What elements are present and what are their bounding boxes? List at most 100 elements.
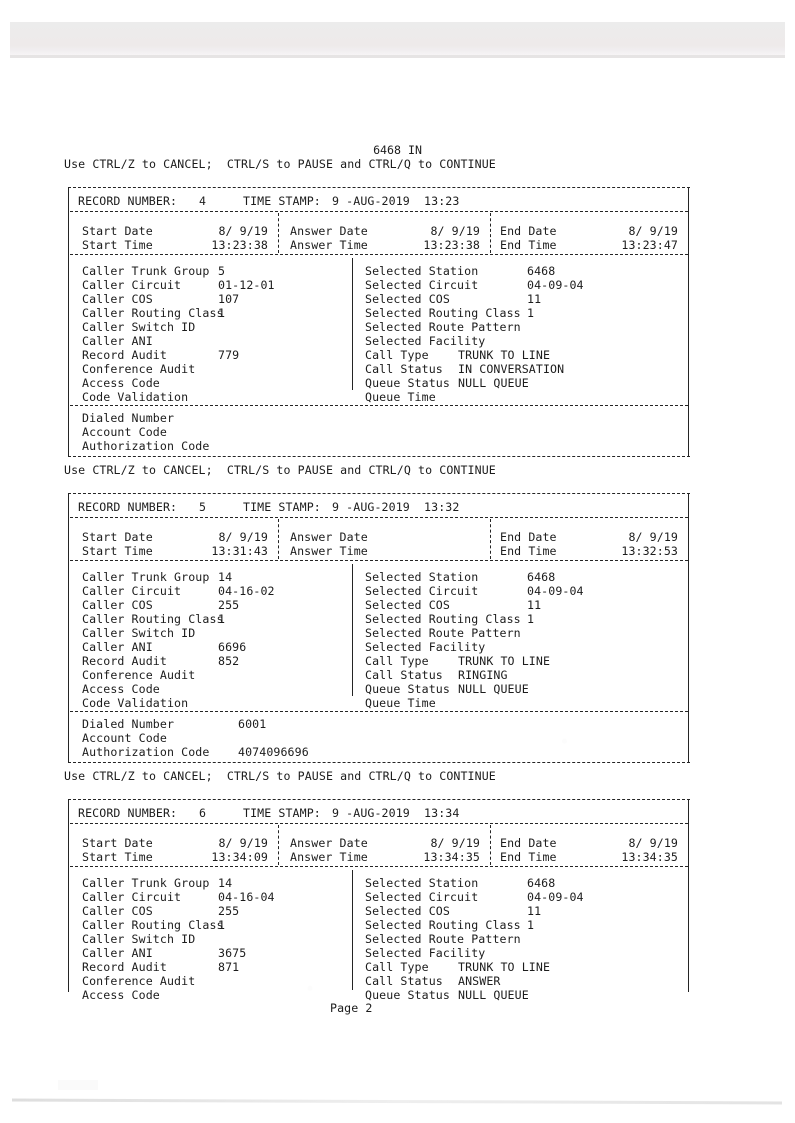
selected-cos-value: 11: [527, 904, 542, 918]
call-type-value: TRUNK TO LINE: [458, 348, 551, 362]
answer-time-value: 13:23:38: [423, 238, 480, 252]
caller-circuit-label: Caller Circuit: [82, 278, 182, 292]
record-top-rule: [68, 799, 690, 800]
start-date-label: Start Date: [82, 836, 153, 850]
datetime-divider-1: [278, 213, 279, 253]
caller-routing-class-label: Caller Routing Class: [82, 918, 224, 932]
datetime-divider-2: [490, 825, 491, 865]
caller-routing-class-label: Caller Routing Class: [82, 306, 224, 320]
start-time-label: Start Time: [82, 544, 153, 558]
record-audit-value: 852: [218, 654, 240, 668]
caller-trunk-group-value: 14: [218, 876, 233, 890]
prompt-line-2: Use CTRL/Z to CANCEL; CTRL/S to PAUSE an…: [64, 463, 496, 477]
record-audit-label: Record Audit: [82, 654, 167, 668]
caller-routing-class-value: 1: [218, 306, 226, 320]
selected-circuit-value: 04-09-04: [527, 890, 584, 904]
caller-cos-value: 255: [218, 904, 240, 918]
caller-circuit-label: Caller Circuit: [82, 584, 182, 598]
queue-status-value: NULL QUEUE: [458, 376, 529, 390]
selected-routing-class-label: Selected Routing Class: [365, 918, 521, 932]
prompt-line-3: Use CTRL/Z to CANCEL; CTRL/S to PAUSE an…: [64, 769, 496, 783]
selected-routing-class-value: 1: [527, 918, 535, 932]
record-rule-after-datetime: [70, 254, 688, 255]
datetime-divider-1: [278, 825, 279, 865]
caller-ani-label: Caller ANI: [82, 334, 153, 348]
selected-circuit-label: Selected Circuit: [365, 890, 479, 904]
answer-date-label: Answer Date: [290, 224, 368, 238]
start-date-label: Start Date: [82, 530, 153, 544]
call-status-value: IN CONVERSATION: [458, 362, 565, 376]
start-date-value: 8/ 9/19: [218, 836, 268, 850]
selected-route-pattern-label: Selected Route Pattern: [365, 932, 521, 946]
selected-routing-class-label: Selected Routing Class: [365, 612, 521, 626]
caller-trunk-group-value: 14: [218, 570, 233, 584]
selected-facility-label: Selected Facility: [365, 334, 486, 348]
datetime-divider-2: [490, 213, 491, 253]
selected-cos-value: 11: [527, 598, 542, 612]
call-status-label: Call Status: [365, 974, 443, 988]
record-rule-before-dialed: [70, 711, 688, 712]
queue-status-label: Queue Status: [365, 682, 450, 696]
page-footer: Page 2: [330, 1001, 373, 1015]
record-rule-after-datetime: [70, 560, 688, 561]
call-type-value: TRUNK TO LINE: [458, 654, 551, 668]
record-audit-value: 871: [218, 960, 240, 974]
access-code-label: Access Code: [82, 988, 160, 1002]
call-type-label: Call Type: [365, 960, 429, 974]
caller-ani-value: 6696: [218, 640, 247, 654]
end-time-label: End Time: [500, 238, 557, 252]
time-stamp-label: TIME STAMP:: [243, 500, 321, 514]
record-number-label: RECORD NUMBER:: [78, 806, 178, 820]
start-time-label: Start Time: [82, 850, 153, 864]
time-stamp-value: 9 -AUG-2019 13:34: [332, 806, 460, 820]
selected-circuit-label: Selected Circuit: [365, 278, 479, 292]
record-left-border: [68, 493, 69, 763]
account-code-label: Account Code: [82, 731, 167, 745]
caller-routing-class-value: 1: [218, 612, 226, 626]
call-status-value: RINGING: [458, 668, 508, 682]
caller-trunk-group-label: Caller Trunk Group: [82, 570, 210, 584]
datetime-divider-1: [278, 519, 279, 559]
selected-routing-class-label: Selected Routing Class: [365, 306, 521, 320]
call-type-label: Call Type: [365, 348, 429, 362]
start-time-label: Start Time: [82, 238, 153, 252]
caller-ani-label: Caller ANI: [82, 640, 153, 654]
detail-column-divider: [352, 258, 353, 390]
call-status-label: Call Status: [365, 668, 443, 682]
authorization-code-value: 4074096696: [238, 745, 309, 759]
start-time-value: 13:31:43: [211, 544, 268, 558]
selected-cos-value: 11: [527, 292, 542, 306]
selected-station-label: Selected Station: [365, 876, 479, 890]
queue-status-label: Queue Status: [365, 376, 450, 390]
selected-cos-label: Selected COS: [365, 292, 450, 306]
record-top-rule: [68, 187, 690, 188]
record-rule-after-header: [70, 517, 688, 518]
code-validation-label: Code Validation: [82, 696, 189, 710]
queue-status-value: NULL QUEUE: [458, 682, 529, 696]
call-status-label: Call Status: [365, 362, 443, 376]
prompt-line-1: Use CTRL/Z to CANCEL; CTRL/S to PAUSE an…: [64, 157, 496, 171]
authorization-code-label: Authorization Code: [82, 439, 210, 453]
queue-time-label: Queue Time: [365, 390, 436, 404]
queue-status-label: Queue Status: [365, 988, 450, 1002]
datetime-divider-2: [490, 519, 491, 559]
end-time-value: 13:23:47: [621, 238, 678, 252]
selected-facility-label: Selected Facility: [365, 640, 486, 654]
end-time-label: End Time: [500, 544, 557, 558]
end-date-value: 8/ 9/19: [628, 224, 678, 238]
dialed-number-label: Dialed Number: [82, 717, 175, 731]
conference-audit-label: Conference Audit: [82, 362, 196, 376]
queue-time-label: Queue Time: [365, 696, 436, 710]
dialed-number-value: 6001: [238, 717, 267, 731]
caller-switch-id-label: Caller Switch ID: [82, 320, 196, 334]
end-time-value: 13:34:35: [621, 850, 678, 864]
answer-date-label: Answer Date: [290, 836, 368, 850]
call-type-value: TRUNK TO LINE: [458, 960, 551, 974]
caller-cos-value: 255: [218, 598, 240, 612]
selected-station-label: Selected Station: [365, 264, 479, 278]
dialed-number-label: Dialed Number: [82, 411, 175, 425]
selected-cos-label: Selected COS: [365, 904, 450, 918]
caller-circuit-label: Caller Circuit: [82, 890, 182, 904]
time-stamp-label: TIME STAMP:: [243, 806, 321, 820]
